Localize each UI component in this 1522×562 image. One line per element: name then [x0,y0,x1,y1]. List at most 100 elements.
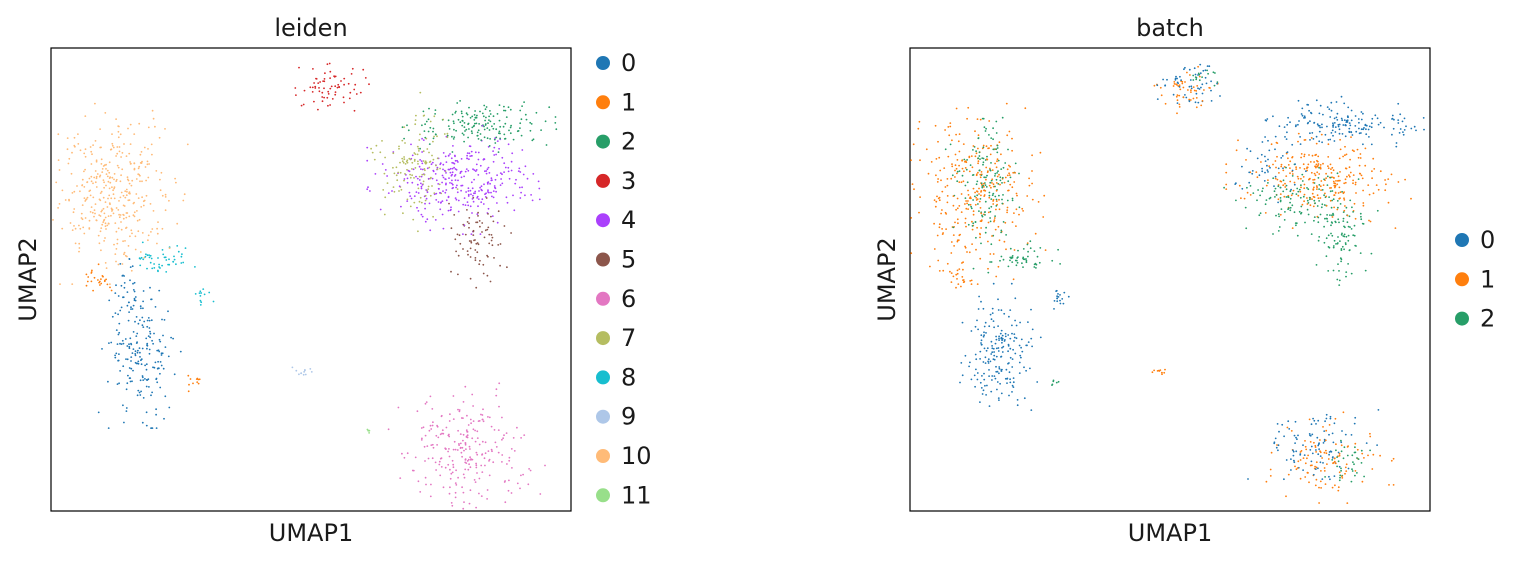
scatter-point-series-8 [153,267,156,269]
scatter-point-series-1 [1368,219,1370,222]
scatter-point-series-3 [334,85,337,88]
scatter-point-series-4 [480,201,483,204]
scatter-point-series-2 [1278,226,1281,228]
scatter-point-series-1 [1307,163,1310,166]
scatter-point-series-1 [1349,158,1351,161]
scatter-point-series-4 [410,197,413,200]
legend-label: 6 [621,285,636,313]
scatter-point-series-2 [1354,244,1357,247]
scatter-point-series-1 [1181,82,1184,85]
scatter-point-series-2 [432,137,435,140]
scatter-point-series-5 [457,254,460,257]
scatter-point-series-5 [478,220,481,222]
scatter-point-series-1 [968,156,971,159]
scatter-point-series-2 [1351,454,1354,457]
scatter-point-series-1 [971,220,973,223]
scatter-point-series-10 [95,175,98,178]
scatter-point-series-1 [1361,480,1364,483]
scatter-point-series-2 [1025,261,1028,264]
scatter-point-series-5 [483,236,486,239]
scatter-point-series-4 [366,188,369,191]
scatter-point-series-0 [1379,121,1382,124]
scatter-point-series-3 [368,83,370,86]
scatter-point-series-10 [137,230,140,233]
scatter-point-series-1 [1011,137,1013,140]
scatter-point-series-1 [1264,212,1267,214]
scatter-point-series-6 [481,453,484,456]
scatter-point-series-1 [1368,193,1371,196]
scatter-point-series-0 [974,385,976,388]
scatter-point-series-2 [975,236,977,239]
scatter-point-series-7 [381,140,383,142]
scatter-point-series-3 [327,93,330,95]
scatter-point-series-1 [1013,249,1016,251]
scatter-point-series-2 [1279,186,1282,189]
scatter-point-series-10 [142,204,145,207]
scatter-point-series-1 [1163,371,1166,374]
scatter-point-series-1 [1390,459,1393,462]
scatter-point-series-0 [983,347,986,350]
scatter-point-series-2 [493,123,496,125]
scatter-point-series-1 [197,378,200,381]
scatter-point-series-2 [502,125,505,128]
scatter-point-series-10 [137,197,140,200]
scatter-point-series-6 [450,502,453,504]
legend-marker [596,252,610,267]
scatter-point-series-10 [106,206,109,208]
scatter-point-series-3 [323,96,325,99]
scatter-point-series-0 [1008,362,1010,364]
scatter-point-series-4 [442,227,445,230]
scatter-point-series-0 [1338,123,1341,126]
scatter-point-series-4 [420,168,422,171]
scatter-point-series-0 [133,290,136,293]
scatter-point-series-0 [1202,69,1205,72]
scatter-point-series-0 [1355,130,1358,133]
scatter-point-series-0 [134,353,137,355]
scatter-point-series-2 [1332,198,1335,201]
scatter-point-series-0 [1009,378,1011,381]
scatter-point-series-7 [409,173,411,176]
scatter-point-series-0 [985,332,987,334]
scatter-point-series-0 [1188,100,1191,103]
scatter-point-series-1 [1269,475,1272,477]
scatter-point-series-5 [468,240,471,242]
scatter-point-series-0 [1362,128,1365,131]
scatter-point-series-2 [999,259,1001,262]
scatter-point-series-2 [476,114,478,117]
scatter-point-series-2 [994,175,996,177]
scatter-point-series-0 [121,275,124,277]
scatter-point-series-2 [1324,217,1326,220]
scatter-point-series-10 [78,224,80,227]
scatter-point-series-2 [428,143,431,146]
scatter-point-series-2 [988,194,991,197]
scatter-point-series-0 [1328,433,1330,436]
scatter-point-series-1 [1369,220,1372,223]
scatter-point-series-0 [137,360,140,363]
scatter-point-series-0 [1290,458,1292,460]
scatter-point-series-2 [988,207,991,210]
scatter-point-series-0 [975,368,977,371]
scatter-point-series-2 [1340,260,1342,263]
scatter-point-series-1 [985,178,987,181]
scatter-point-series-3 [295,94,297,96]
scatter-point-series-0 [1353,422,1356,425]
scatter-point-series-10 [95,177,98,180]
scatter-point-series-2 [979,198,982,200]
scatter-point-series-0 [137,389,140,392]
scatter-point-series-1 [956,272,959,275]
scatter-point-series-4 [482,203,485,205]
scatter-point-series-4 [496,140,499,143]
scatter-point-series-2 [1332,245,1335,247]
scatter-point-series-7 [416,153,419,156]
scatter-point-series-1 [102,275,104,278]
scatter-point-series-1 [1295,468,1298,471]
scatter-point-series-5 [476,242,479,244]
scatter-point-series-10 [73,208,76,210]
scatter-point-series-0 [128,258,131,260]
scatter-point-series-1 [950,241,953,243]
scatter-point-series-1 [1351,149,1354,152]
scatter-point-series-1 [1291,173,1294,175]
scatter-point-series-4 [515,178,517,181]
scatter-point-series-2 [1294,222,1297,225]
scatter-point-series-1 [964,246,967,249]
